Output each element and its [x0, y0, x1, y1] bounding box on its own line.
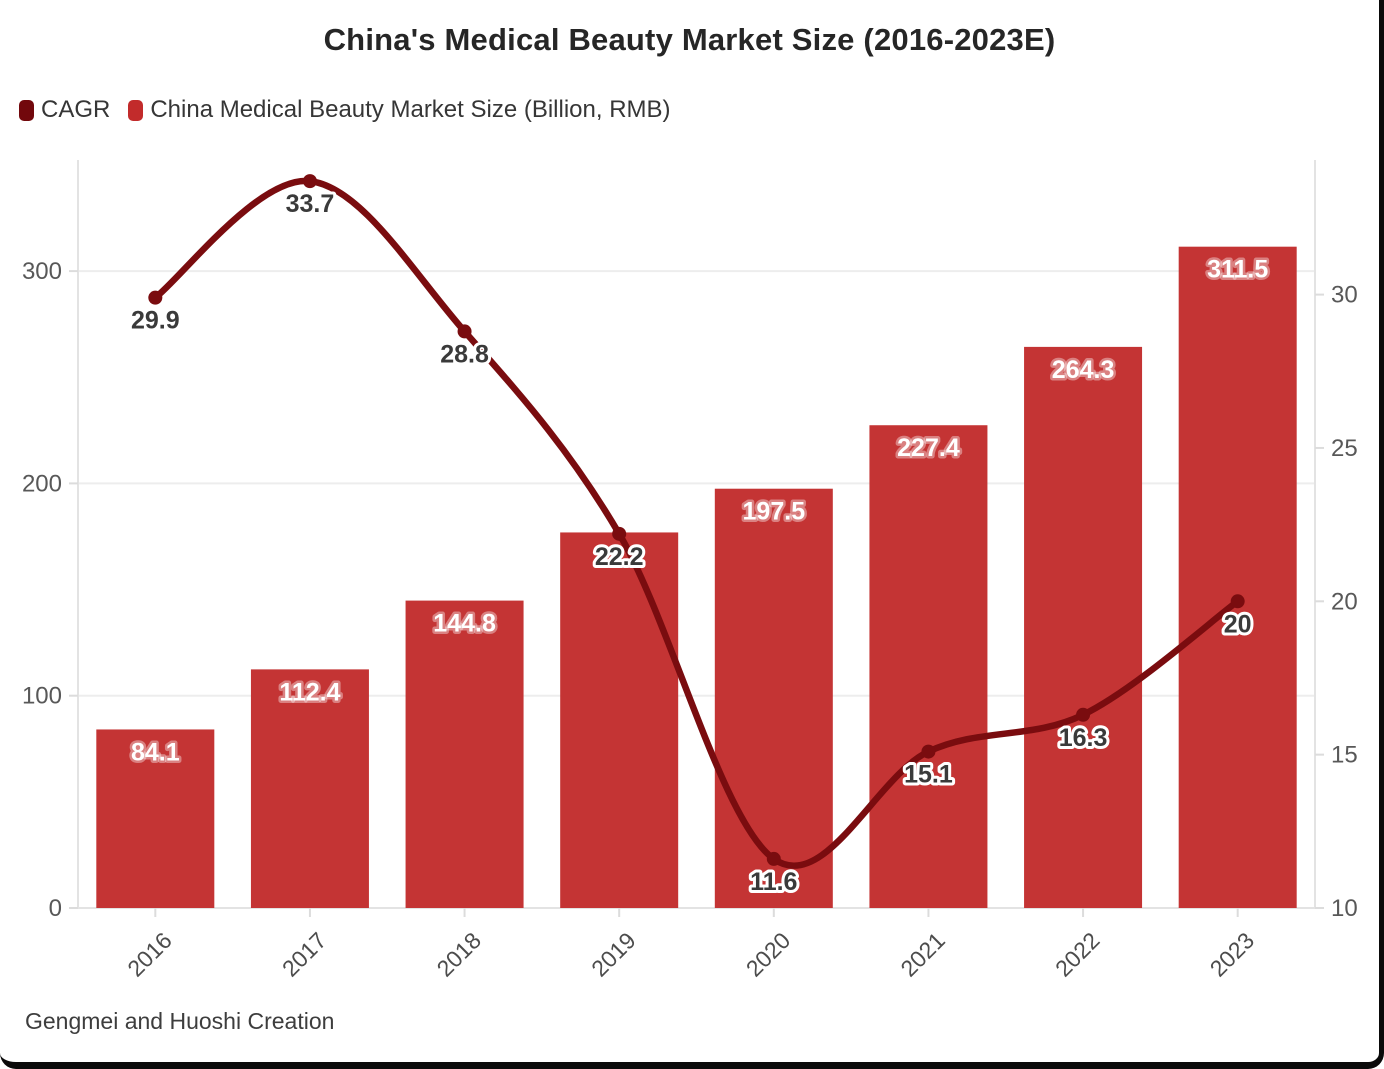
bar-2023	[1178, 246, 1297, 909]
legend-label-cagr: CAGR	[41, 96, 111, 123]
cagr-point-2019	[612, 526, 627, 541]
cagr-label-2020: 11.6	[750, 868, 797, 896]
x-tick-label-2021: 2021	[895, 927, 950, 982]
bar-2022	[1024, 346, 1143, 908]
cagr-label-2017: 33.7	[286, 190, 335, 218]
y-left-tick-label-200: 200	[22, 470, 62, 497]
cagr-point-2022	[1076, 707, 1091, 722]
bar-label-2022: 264.3	[1052, 356, 1115, 384]
y-right-tick-label-10: 10	[1331, 895, 1358, 922]
bar-2020	[714, 488, 833, 908]
bar-2021	[869, 425, 988, 908]
y-left-tick-label-100: 100	[22, 683, 62, 710]
bar-label-2021: 227.4	[897, 434, 960, 462]
x-tick-label-2022: 2022	[1050, 927, 1105, 982]
legend: CAGR China Medical Beauty Market Size (B…	[19, 96, 671, 124]
bar-2017	[250, 669, 369, 908]
cagr-point-2023	[1230, 594, 1245, 609]
legend-marker-cagr-icon	[19, 99, 34, 121]
cagr-point-2016	[148, 290, 163, 305]
y-right-tick-label-30: 30	[1331, 282, 1358, 309]
chart-title: China's Medical Beauty Market Size (2016…	[323, 22, 1056, 57]
bar-2018	[405, 600, 524, 908]
cagr-line	[152, 177, 1241, 869]
source-credit: Gengmei and Huoshi Creation	[25, 1008, 335, 1034]
cagr-label-2016: 29.9	[131, 307, 180, 335]
x-tick-label-2018: 2018	[432, 927, 487, 982]
x-tick-label-2020: 2020	[741, 927, 796, 982]
x-tick-label-2019: 2019	[586, 927, 641, 982]
bar-label-2020: 197.5	[743, 498, 806, 526]
cagr-label-2023: 20	[1224, 610, 1252, 638]
y-left-tick-label-0: 0	[49, 895, 62, 922]
y-right-tick-label-15: 15	[1331, 742, 1358, 769]
cagr-point-2021	[921, 744, 936, 759]
legend-item-cagr[interactable]: CAGR	[19, 96, 110, 124]
cagr-label-2021: 15.1	[904, 761, 953, 789]
cagr-point-2017	[302, 174, 317, 189]
y-right-tick-label-25: 25	[1331, 435, 1358, 462]
x-tick-label-2023: 2023	[1205, 927, 1260, 982]
bar-label-2016: 84.1	[131, 738, 180, 766]
cagr-label-2018: 28.8	[440, 340, 489, 368]
bar-2019	[560, 532, 679, 908]
bar-label-2017: 112.4	[279, 678, 340, 706]
legend-marker-market-size-icon	[128, 99, 144, 121]
y-right-tick-label-20: 20	[1331, 588, 1358, 615]
legend-label-market-size: China Medical Beauty Market Size (Billio…	[150, 96, 671, 123]
x-tick-label-2017: 2017	[277, 927, 332, 982]
y-left-tick-label-300: 300	[22, 258, 62, 285]
bar-2016	[96, 729, 215, 908]
cagr-point-2018	[457, 324, 472, 339]
cagr-label-2022: 16.3	[1059, 724, 1108, 752]
bar-label-2023: 311.5	[1207, 256, 1268, 284]
bar-label-2018: 144.8	[433, 610, 496, 638]
cagr-label-2019: 22.2	[595, 543, 644, 571]
cagr-point-2020	[766, 851, 781, 866]
legend-item-market-size[interactable]: China Medical Beauty Market Size (Billio…	[128, 96, 671, 124]
x-tick-label-2016: 2016	[122, 927, 177, 982]
